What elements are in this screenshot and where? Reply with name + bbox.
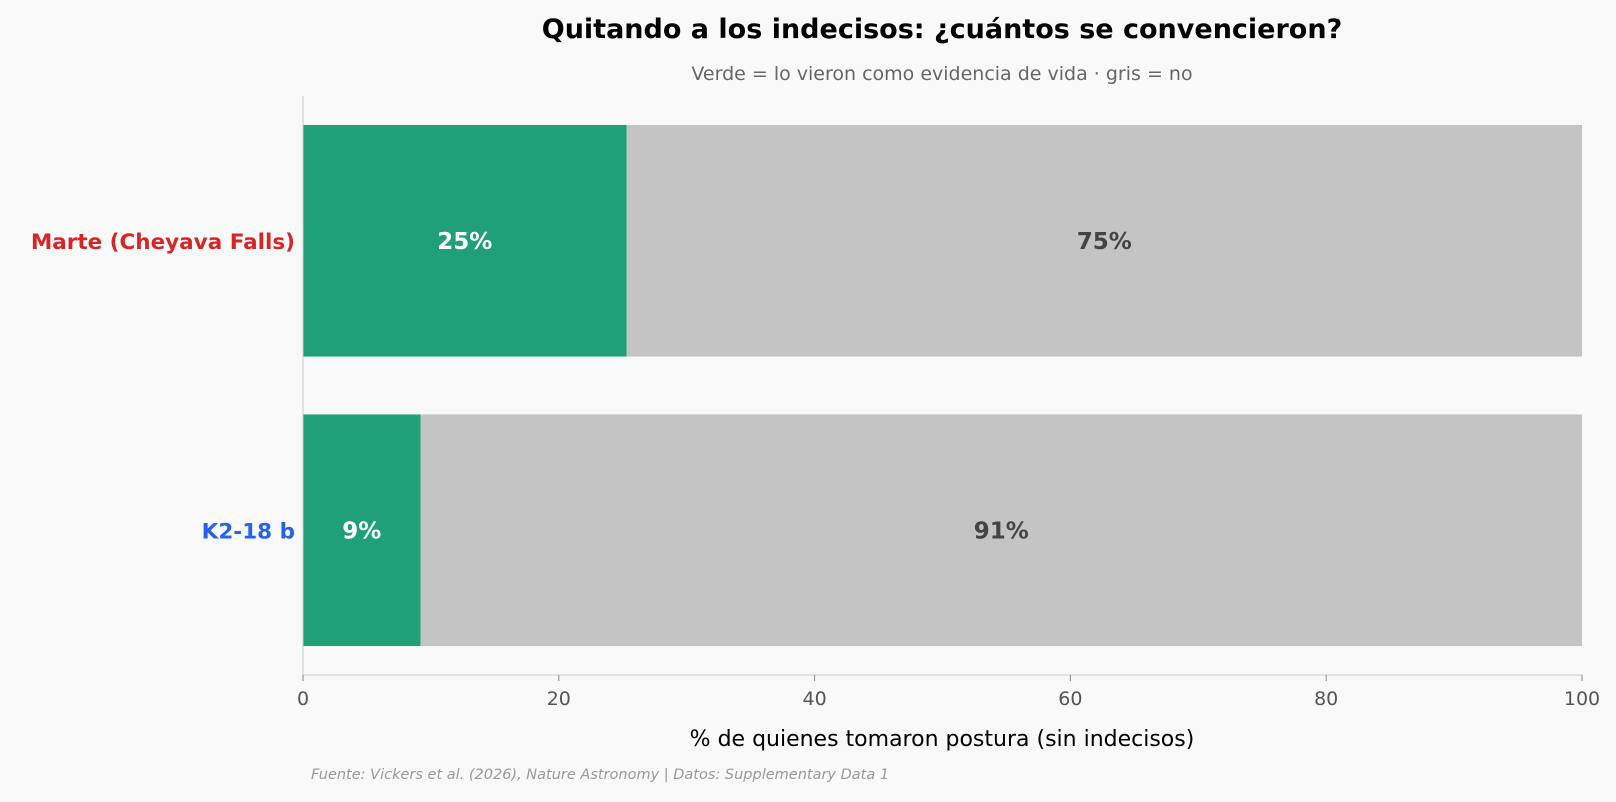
chart-subtitle: Verde = lo vieron como evidencia de vida… xyxy=(691,63,1192,85)
x-tick-label-1: 20 xyxy=(547,688,571,710)
x-tick-label-5: 100 xyxy=(1564,688,1600,710)
x-axis-ticks: 0 20 40 60 80 100 xyxy=(297,675,1600,710)
data-label-yes-0: 25% xyxy=(437,229,492,255)
x-tick-label-3: 60 xyxy=(1058,688,1082,710)
x-tick-label-0: 0 xyxy=(297,688,309,710)
x-tick-label-4: 80 xyxy=(1314,688,1338,710)
x-axis-label: % de quienes tomaron postura (sin indeci… xyxy=(690,727,1195,752)
x-tick-label-2: 40 xyxy=(803,688,827,710)
chart-title: Quitando a los indecisos: ¿cuántos se co… xyxy=(542,14,1342,45)
bar-segment-no-1 xyxy=(420,414,1583,647)
data-label-no-1: 91% xyxy=(974,518,1029,544)
data-label-yes-1: 9% xyxy=(342,518,381,544)
category-label-0: Marte (Cheyava Falls) xyxy=(31,230,295,255)
category-label-1: K2-18 b xyxy=(202,519,295,544)
data-label-no-0: 75% xyxy=(1077,229,1132,255)
bar-segment-no-0 xyxy=(626,124,1582,357)
source-note: Fuente: Vickers et al. (2026), Nature As… xyxy=(311,767,889,783)
bar-segment-yes-0 xyxy=(303,124,627,357)
bar-segment-yes-1 xyxy=(303,414,421,647)
plot-area: 25% 75% 9% 91% xyxy=(303,124,1583,647)
y-axis-labels: Marte (Cheyava Falls) K2-18 b xyxy=(31,230,295,545)
